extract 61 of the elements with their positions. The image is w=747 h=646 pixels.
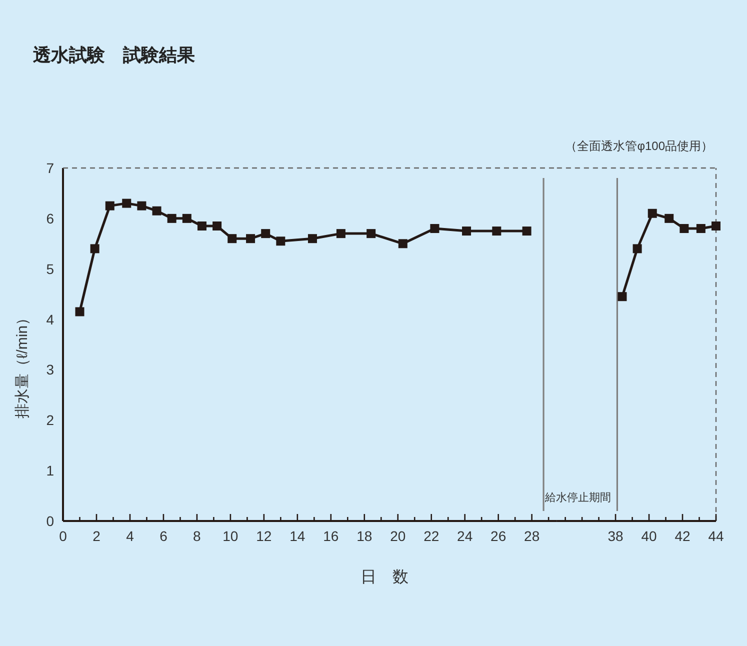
point [712, 221, 720, 230]
x-tick-label: 38 [608, 528, 624, 544]
point [261, 229, 270, 238]
y-tick-label: 0 [46, 513, 54, 529]
x-tick-label: 6 [160, 528, 168, 544]
point [680, 224, 689, 234]
point [632, 244, 642, 254]
y-tick-label: 4 [46, 311, 54, 328]
x-tick-label: 4 [126, 528, 134, 544]
ref-line-label: 給水停止期間 [544, 491, 612, 504]
point [462, 226, 472, 236]
x-tick-label: 20 [390, 528, 406, 544]
point [228, 234, 237, 244]
point [308, 234, 317, 244]
y-tick-label: 7 [46, 160, 54, 176]
x-tick-label: 16 [323, 528, 339, 544]
x-tick-label: 24 [457, 528, 473, 544]
x-tick-label: 28 [524, 528, 540, 544]
x-tick-label: 18 [356, 528, 372, 544]
x-tick-label: 14 [290, 528, 306, 544]
point [212, 221, 222, 230]
point [366, 229, 376, 238]
point [182, 214, 192, 223]
point [75, 307, 84, 316]
point [696, 224, 706, 234]
x-tick-label: 10 [222, 528, 238, 544]
x-tick-label: 12 [256, 528, 272, 544]
y-axis-title: 排水量（ℓ/min） [14, 310, 31, 419]
point [430, 224, 440, 234]
x-tick-label: 22 [424, 528, 440, 544]
point [122, 198, 132, 208]
point [336, 229, 346, 238]
point [522, 226, 532, 236]
x-tick-label: 0 [59, 528, 68, 544]
x-tick-label: 26 [490, 528, 506, 544]
point [492, 226, 502, 236]
point [167, 214, 176, 223]
point [664, 214, 674, 223]
x-tick-label: 44 [708, 528, 724, 544]
point [90, 244, 100, 254]
point [648, 208, 657, 218]
point [197, 221, 206, 230]
x-tick-label: 40 [641, 528, 658, 544]
y-tick-label: 1 [46, 462, 54, 479]
y-tick-label: 6 [46, 210, 54, 226]
y-tick-label: 3 [46, 362, 54, 378]
chart-title: 透水試験 試験結果 [32, 45, 196, 65]
point [105, 201, 114, 210]
y-tick-label: 5 [46, 260, 54, 277]
point [276, 236, 286, 246]
x-axis-title: 日 数 [360, 569, 408, 586]
point [152, 206, 162, 216]
x-tick-label: 2 [92, 528, 101, 544]
y-tick-label: 2 [46, 412, 54, 428]
point [618, 292, 627, 302]
point [398, 239, 408, 248]
point [246, 234, 256, 244]
text: （全面透水管φ100品使用） [565, 139, 713, 153]
x-tick-label: 42 [674, 528, 691, 544]
point [137, 201, 146, 210]
x-tick-label: 8 [193, 528, 202, 544]
